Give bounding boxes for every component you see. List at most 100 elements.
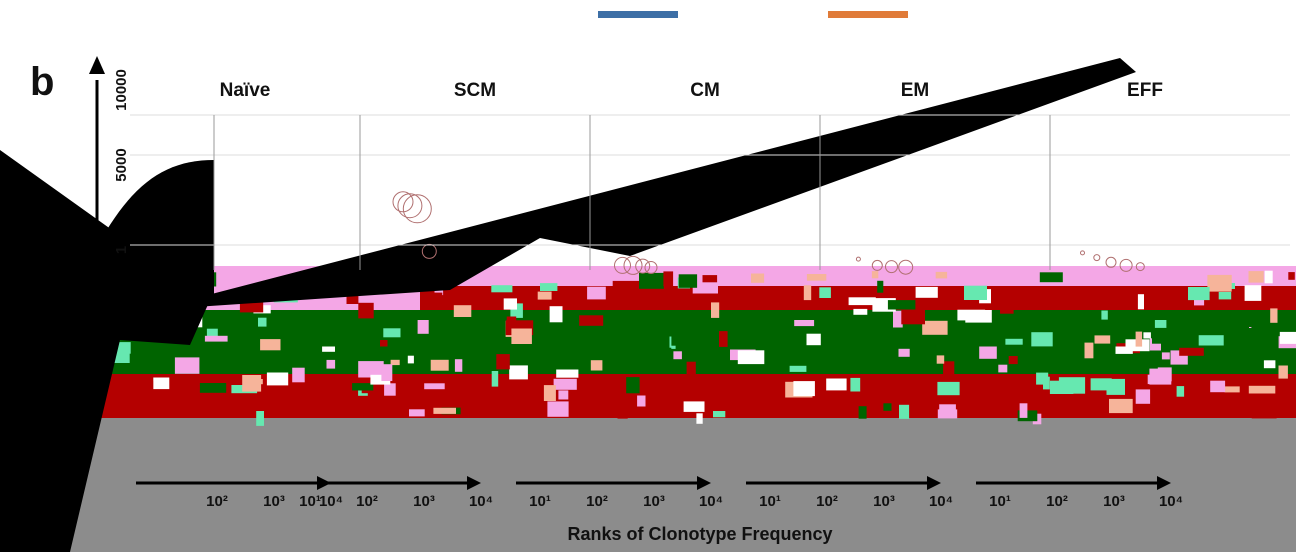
data-point — [885, 260, 898, 274]
data-point — [402, 194, 432, 224]
speckle-patch — [1149, 338, 1161, 351]
speckle-patch — [952, 327, 978, 342]
speckle-patch — [361, 349, 375, 357]
speckle-patch — [617, 408, 628, 419]
speckle-patch — [358, 302, 374, 319]
speckle-patch — [937, 381, 960, 396]
speckle-patch — [713, 411, 726, 418]
x-tick-label: 10¹ — [299, 493, 321, 510]
x-tick-label: 10² — [206, 493, 228, 510]
speckle-patch — [433, 407, 456, 414]
x-tick-label: 10² — [586, 493, 608, 510]
speckle-patch — [370, 374, 391, 385]
speckle-patch — [292, 367, 305, 383]
legend-swatch-orange — [828, 11, 908, 18]
speckle-patch — [326, 359, 336, 369]
speckle-patch — [358, 361, 384, 378]
speckle-patch — [978, 377, 990, 385]
speckle-patch — [383, 328, 401, 338]
speckle-patch — [1143, 332, 1151, 339]
data-point — [898, 259, 914, 275]
speckle-patch — [883, 403, 892, 411]
speckle-patch — [686, 361, 696, 378]
speckle-patch — [1008, 356, 1018, 365]
speckle-patch — [1207, 274, 1232, 292]
speckle-patch — [937, 409, 958, 419]
speckle-patch — [266, 372, 289, 386]
speckle-patch — [936, 355, 945, 364]
panel-letter: b — [30, 60, 54, 104]
axes: Naïve 10² 10³ 10⁴ SCM 10¹ 10² 10³ 10⁴ CM 10¹ 10² 10³… — [89, 56, 1290, 510]
speckle-patch — [853, 308, 868, 315]
scatter-panels — [392, 191, 1145, 275]
speckle-patch — [848, 297, 876, 306]
speckle-patch — [1248, 385, 1276, 394]
speckle-patch — [683, 401, 705, 412]
speckle-patch — [711, 302, 720, 318]
data-point — [1119, 258, 1133, 272]
speckle-patch — [964, 285, 987, 300]
speckle-patch — [1109, 398, 1133, 414]
speckle-patch — [1198, 335, 1224, 346]
speckle-patch — [256, 411, 264, 426]
speckle-patch — [204, 335, 228, 342]
speckle-patch — [590, 360, 603, 371]
speckle-patch — [737, 350, 765, 365]
speckle-patch — [496, 354, 510, 370]
speckle-patch — [612, 280, 641, 293]
speckle-patch — [453, 305, 472, 317]
speckle-patch — [1248, 271, 1264, 283]
x-tick-label: 10² — [356, 493, 378, 510]
speckle-patch — [893, 310, 903, 328]
speckle-patch — [789, 365, 807, 372]
gray-block — [0, 418, 1296, 552]
y-tick-label: 5000 — [113, 148, 130, 181]
speckle-patch — [558, 390, 569, 400]
speckle-patch — [1227, 317, 1249, 330]
y-tick-label: 10000 — [113, 69, 130, 111]
speckle-patch — [1058, 377, 1086, 394]
speckle-patch — [230, 272, 254, 278]
speckle-patch — [1278, 365, 1288, 379]
speckle-patch — [1152, 330, 1169, 344]
speckle-patch — [352, 383, 374, 391]
speckle-patch — [671, 329, 688, 346]
speckle-patch — [433, 292, 443, 302]
speckle-patch — [553, 378, 577, 390]
speckle-patch — [1115, 346, 1133, 354]
panel-title: EFF — [1127, 80, 1163, 101]
speckle-patch — [491, 285, 513, 293]
speckle-patch — [803, 285, 812, 301]
speckle-patch — [740, 398, 752, 410]
speckle-patch — [115, 342, 131, 354]
speckle-patch — [793, 381, 815, 397]
speckle-patch — [381, 364, 393, 381]
speckle-patch — [1179, 347, 1204, 356]
speckle-patch — [511, 328, 532, 344]
speckle-patch — [491, 371, 499, 387]
speckle-patch — [309, 364, 321, 371]
legend-swatch-blue — [598, 11, 678, 18]
data-point — [614, 256, 631, 274]
speckle-patch — [549, 306, 563, 323]
x-tick-label: 10⁴ — [699, 493, 723, 510]
speckle-patch — [1264, 270, 1273, 284]
panel-title: EM — [901, 80, 930, 101]
speckle-patch — [1019, 403, 1028, 418]
speckle-patch — [547, 401, 569, 417]
speckle-patch — [153, 377, 170, 390]
panel-title: Naïve — [220, 80, 271, 101]
speckle-patch — [579, 315, 604, 326]
black-overlay-wedge — [150, 58, 1136, 310]
speckle-patch — [424, 383, 445, 390]
speckle-patch — [858, 406, 867, 419]
speckle-patch — [322, 346, 335, 352]
data-point — [1105, 256, 1117, 268]
x-tick-label: 10⁴ — [469, 493, 493, 510]
speckle-patch — [877, 280, 884, 293]
speckle-patch — [673, 351, 682, 360]
speckle-patch — [806, 333, 821, 346]
speckle-patch — [1270, 308, 1278, 323]
data-point — [397, 193, 423, 219]
speckle-patch — [957, 309, 986, 321]
